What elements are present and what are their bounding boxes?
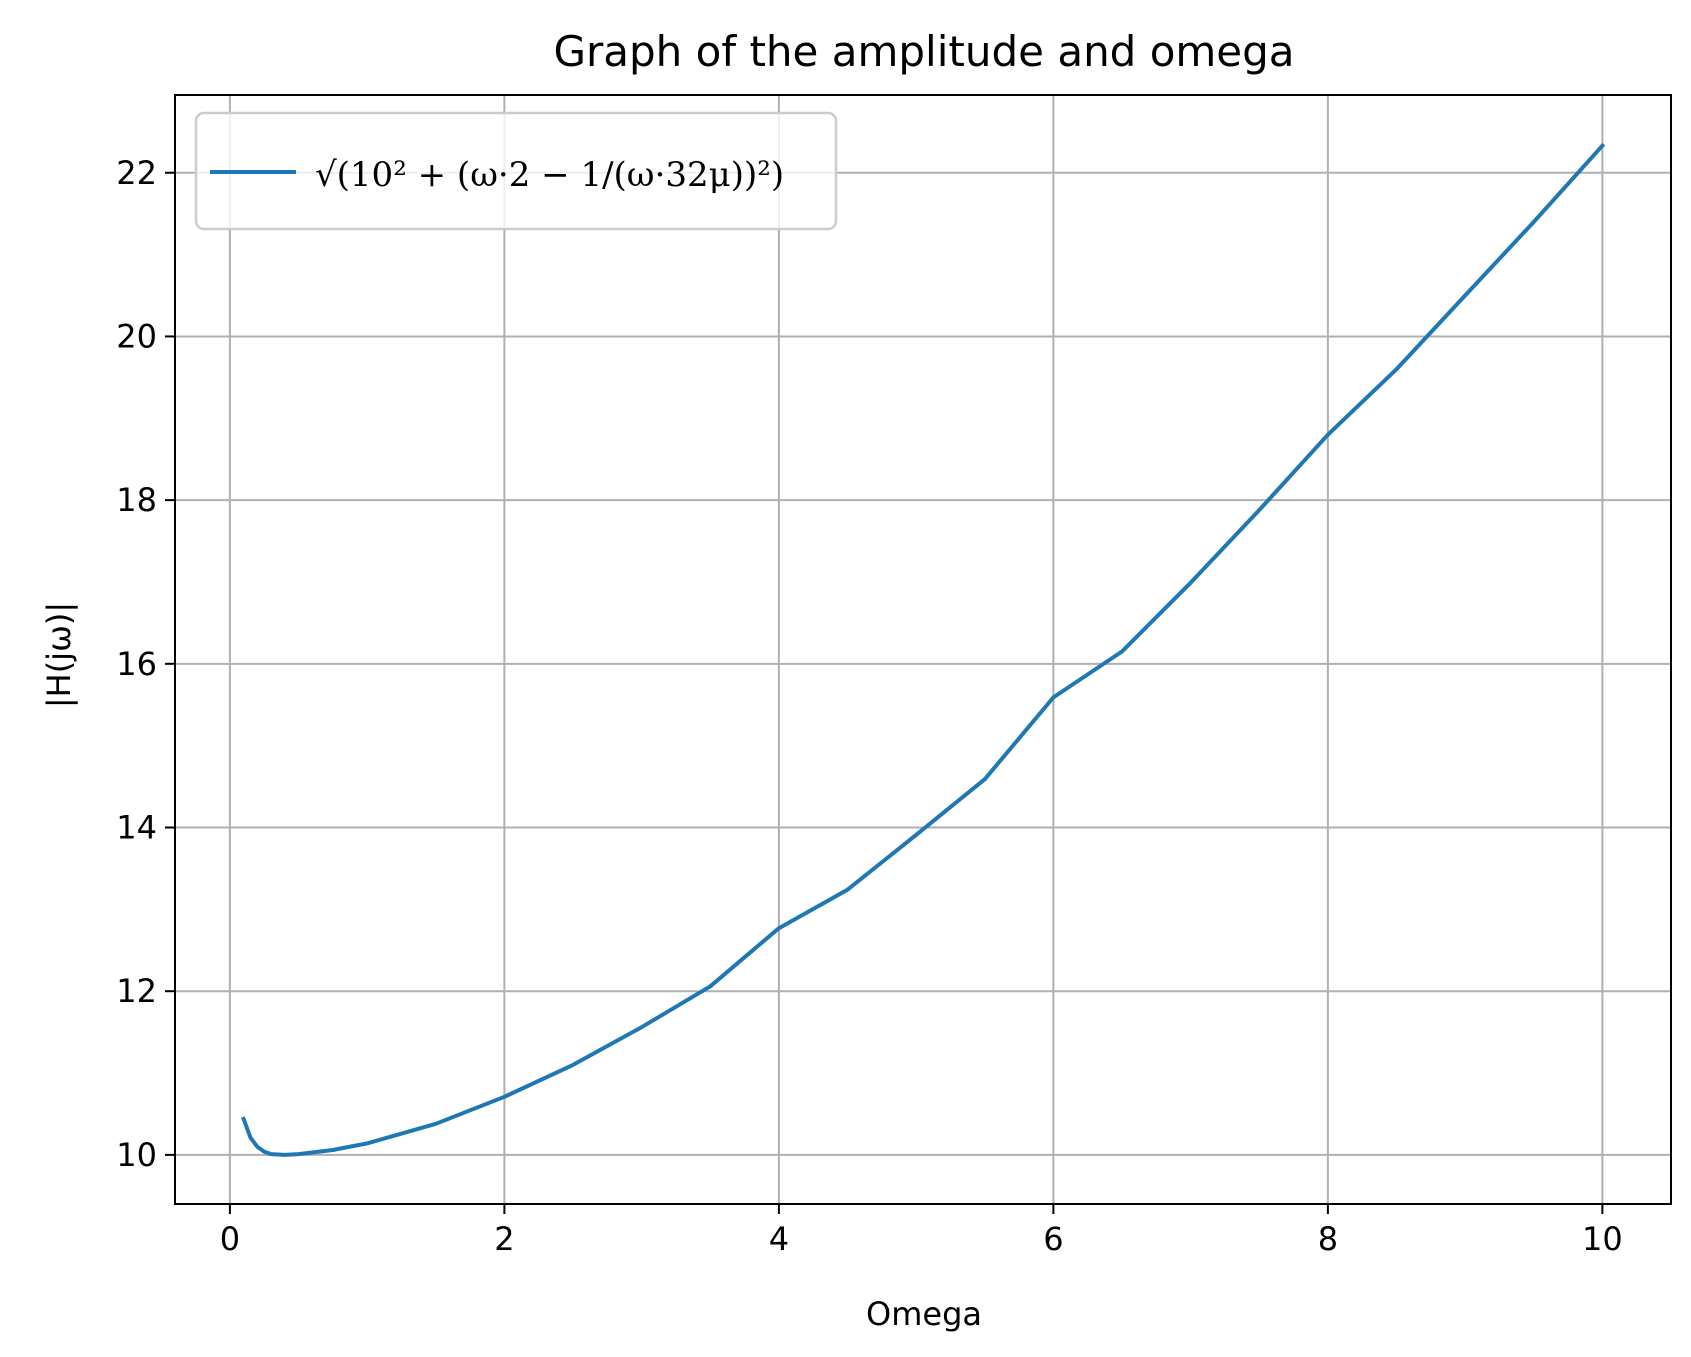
y-tick-label: 12 xyxy=(116,972,157,1010)
x-tick-label: 2 xyxy=(494,1220,514,1258)
x-tick-label: 8 xyxy=(1318,1220,1338,1258)
x-tick-label: 4 xyxy=(769,1220,789,1258)
series-line xyxy=(241,142,1606,1157)
legend-box xyxy=(194,111,838,231)
y-tick-label: 10 xyxy=(116,1136,157,1174)
y-tick-label: 20 xyxy=(116,317,157,355)
chart-title: Graph of the amplitude and omega xyxy=(553,27,1294,76)
x-axis-label: Omega xyxy=(866,1295,982,1333)
plot-frame xyxy=(174,94,1672,1205)
y-tick-label: 18 xyxy=(116,481,157,519)
y-axis-label: |H(jω)| xyxy=(40,602,78,708)
y-tick-label: 14 xyxy=(116,809,157,847)
tick-layer: 0 2 4 6 8 10 10 12 14 16 18 20 22 xyxy=(116,154,1622,1258)
series-layer xyxy=(241,142,1606,1157)
x-tick-label: 10 xyxy=(1582,1220,1623,1258)
y-tick-label: 16 xyxy=(116,645,157,683)
legend-entry-label: √(10² + (ω·2 − 1/(ω·32μ))²) xyxy=(315,155,784,195)
x-tick-label: 6 xyxy=(1043,1220,1063,1258)
y-tick-label: 22 xyxy=(116,154,157,192)
x-tick-label: 0 xyxy=(220,1220,240,1258)
legend: √(10² + (ω·2 − 1/(ω·32μ))²) xyxy=(194,111,838,231)
grid xyxy=(175,95,1671,1204)
